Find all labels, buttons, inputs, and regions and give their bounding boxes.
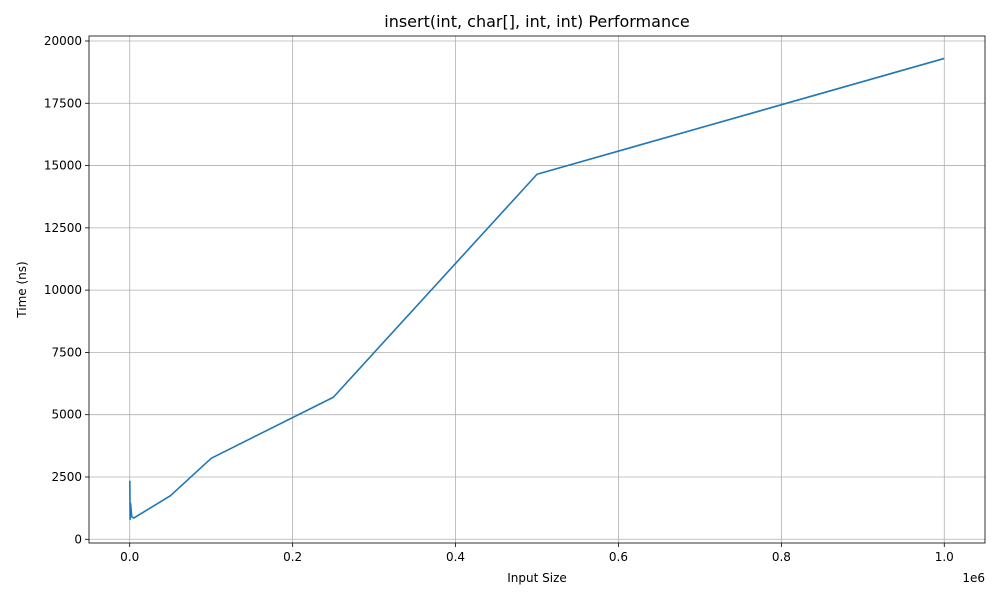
x-tick-label: 0.6: [609, 550, 628, 564]
x-tick-label: 1.0: [935, 550, 954, 564]
axis-ticks: 0.0 0.2 0.4 0.6 0.8 1.0 0 2500 5000 7500 10000 1250…: [44, 34, 954, 564]
chart-title: insert(int, char[], int, int) Performanc…: [384, 12, 689, 31]
y-tick-label: 2500: [51, 470, 82, 484]
y-tick-label: 5000: [51, 408, 82, 422]
x-axis-offset-label: 1e6: [962, 571, 985, 585]
x-tick-label: 0.8: [772, 550, 791, 564]
y-tick-label: 20000: [44, 34, 82, 48]
y-tick-label: 10000: [44, 283, 82, 297]
x-tick-label: 0.4: [446, 550, 465, 564]
x-tick-label: 0.0: [120, 550, 139, 564]
plot-frame: [88, 35, 986, 544]
series-line: [129, 57, 945, 521]
y-tick-label: 7500: [51, 345, 82, 359]
y-tick-label: 12500: [44, 221, 82, 235]
y-tick-label: 15000: [44, 159, 82, 173]
y-tick-label: 17500: [44, 96, 82, 110]
y-axis-title: Time (ns): [15, 261, 29, 318]
y-tick-label: 0: [74, 532, 82, 546]
grid-lines: [89, 36, 985, 543]
x-axis-title: Input Size: [507, 571, 567, 585]
series-group: [129, 57, 945, 521]
x-tick-label: 0.2: [283, 550, 302, 564]
